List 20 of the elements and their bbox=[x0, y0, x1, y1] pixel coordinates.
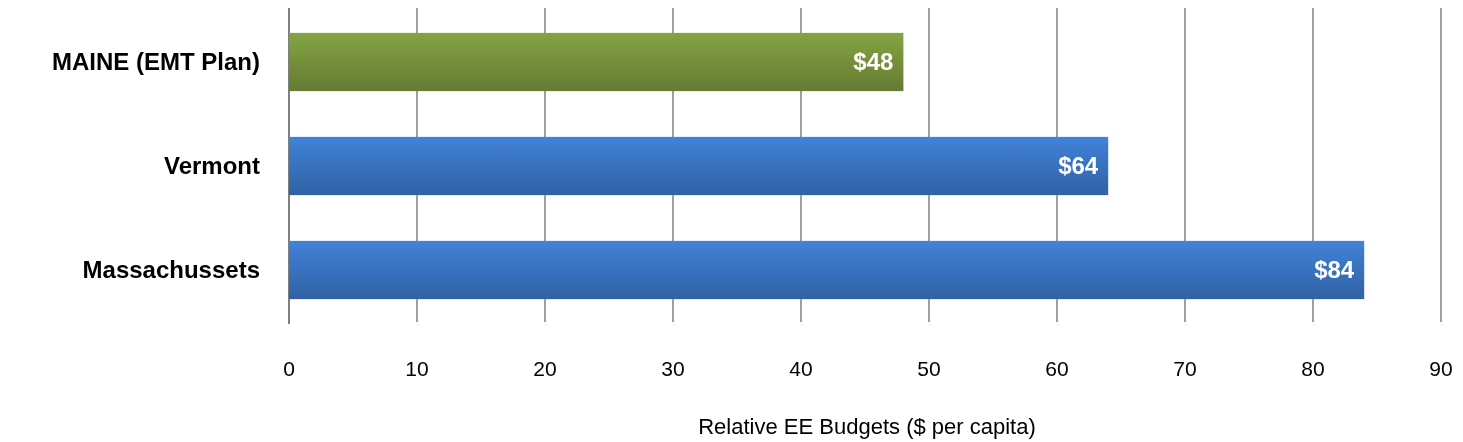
x-tick-label: 80 bbox=[1301, 357, 1325, 380]
x-tick-label: 70 bbox=[1173, 357, 1197, 380]
data-label: $84 bbox=[1314, 256, 1355, 284]
bar bbox=[289, 240, 1365, 300]
data-label: $64 bbox=[1058, 152, 1099, 180]
x-tick-label: 60 bbox=[1045, 357, 1069, 380]
y-tick-label: Massachussets bbox=[82, 256, 260, 284]
bar bbox=[289, 32, 904, 92]
y-tick-label: Vermont bbox=[163, 152, 260, 180]
x-tick-label: 10 bbox=[405, 357, 429, 380]
x-tick-label: 20 bbox=[533, 357, 557, 380]
x-axis-title: Relative EE Budgets ($ per capita) bbox=[698, 414, 1036, 439]
x-tick-label: 90 bbox=[1429, 357, 1453, 380]
bar bbox=[289, 136, 1109, 196]
x-tick-label: 0 bbox=[283, 357, 295, 380]
x-tick-label: 40 bbox=[789, 357, 813, 380]
x-tick-label: 50 bbox=[917, 357, 941, 380]
data-label: $48 bbox=[853, 48, 894, 76]
x-tick-label: 30 bbox=[661, 357, 685, 380]
y-tick-label: MAINE (EMT Plan) bbox=[52, 48, 260, 76]
